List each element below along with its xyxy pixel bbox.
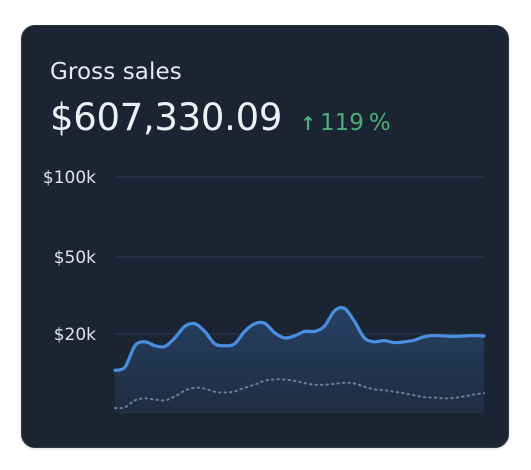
gross-sales-chart: $20k $50k $100k [43,168,486,413]
comparison-series-line [114,378,485,410]
y-axis-ticks: $20k $50k $100k [43,168,96,345]
value-row: $607,330.09 ↑ 119 % [50,96,391,139]
y-tick-label: $100k [43,168,96,188]
gross-sales-card: Gross sales $607,330.09 ↑ 119 % $20k $50k… [21,25,509,448]
series-layer [113,305,486,412]
sales-series-line [113,305,486,372]
card-title: Gross sales [50,59,182,85]
sales-area-fill [115,307,484,412]
change-unit: % [368,110,391,136]
arrow-up-icon: ↑ [300,113,317,135]
change-indicator: ↑ 119 % [300,110,391,136]
y-tick-label: $50k [54,248,96,268]
change-value: 119 [320,110,364,136]
y-tick-label: $20k [54,325,96,345]
gross-sales-value: $607,330.09 [50,96,283,139]
